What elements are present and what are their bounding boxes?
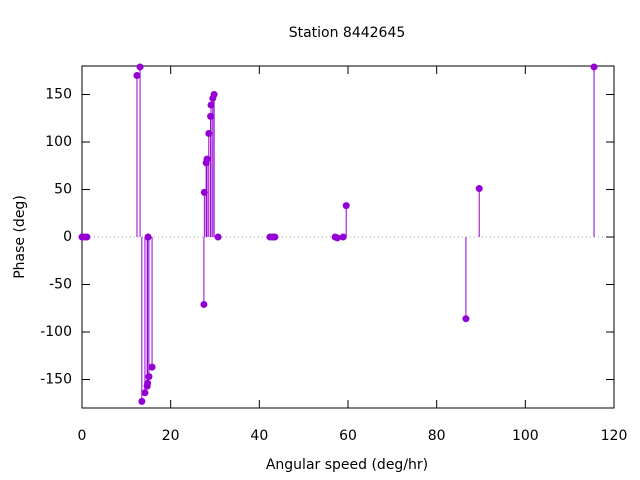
point	[136, 63, 144, 71]
y-axis-label: Phase (deg)	[12, 195, 28, 279]
y-tick-label: 150	[45, 87, 72, 103]
point	[145, 373, 153, 381]
point	[210, 91, 218, 98]
x-tick-label: 120	[601, 428, 628, 444]
point	[462, 315, 470, 323]
point	[133, 72, 141, 79]
point	[590, 63, 598, 71]
point	[203, 155, 211, 163]
point	[339, 233, 347, 241]
x-tick-label: 60	[339, 428, 357, 444]
x-tick-label: 20	[162, 428, 180, 444]
point	[207, 101, 215, 109]
point	[83, 233, 91, 241]
y-tick-label: -150	[40, 372, 72, 388]
point	[148, 363, 156, 371]
x-axis-label: Angular speed (deg/hr)	[266, 457, 428, 473]
y-tick-label: -100	[40, 324, 72, 340]
y-tick-label: 100	[45, 134, 72, 150]
point	[144, 379, 152, 387]
x-tick-label: 80	[428, 428, 446, 444]
point	[141, 389, 149, 397]
point	[214, 233, 222, 241]
point	[333, 234, 341, 242]
y-tick-label: 50	[54, 182, 72, 198]
point	[475, 185, 483, 193]
point	[144, 233, 152, 241]
point	[342, 202, 350, 210]
chart-title: Station 8442645	[289, 25, 406, 41]
point	[138, 397, 146, 405]
point	[200, 300, 208, 308]
x-tick-label: 0	[78, 428, 87, 444]
y-tick-label: 0	[63, 229, 72, 245]
y-tick-label: -50	[49, 277, 72, 293]
x-tick-label: 40	[250, 428, 268, 444]
point	[271, 233, 279, 241]
x-tick-label: 100	[512, 428, 539, 444]
